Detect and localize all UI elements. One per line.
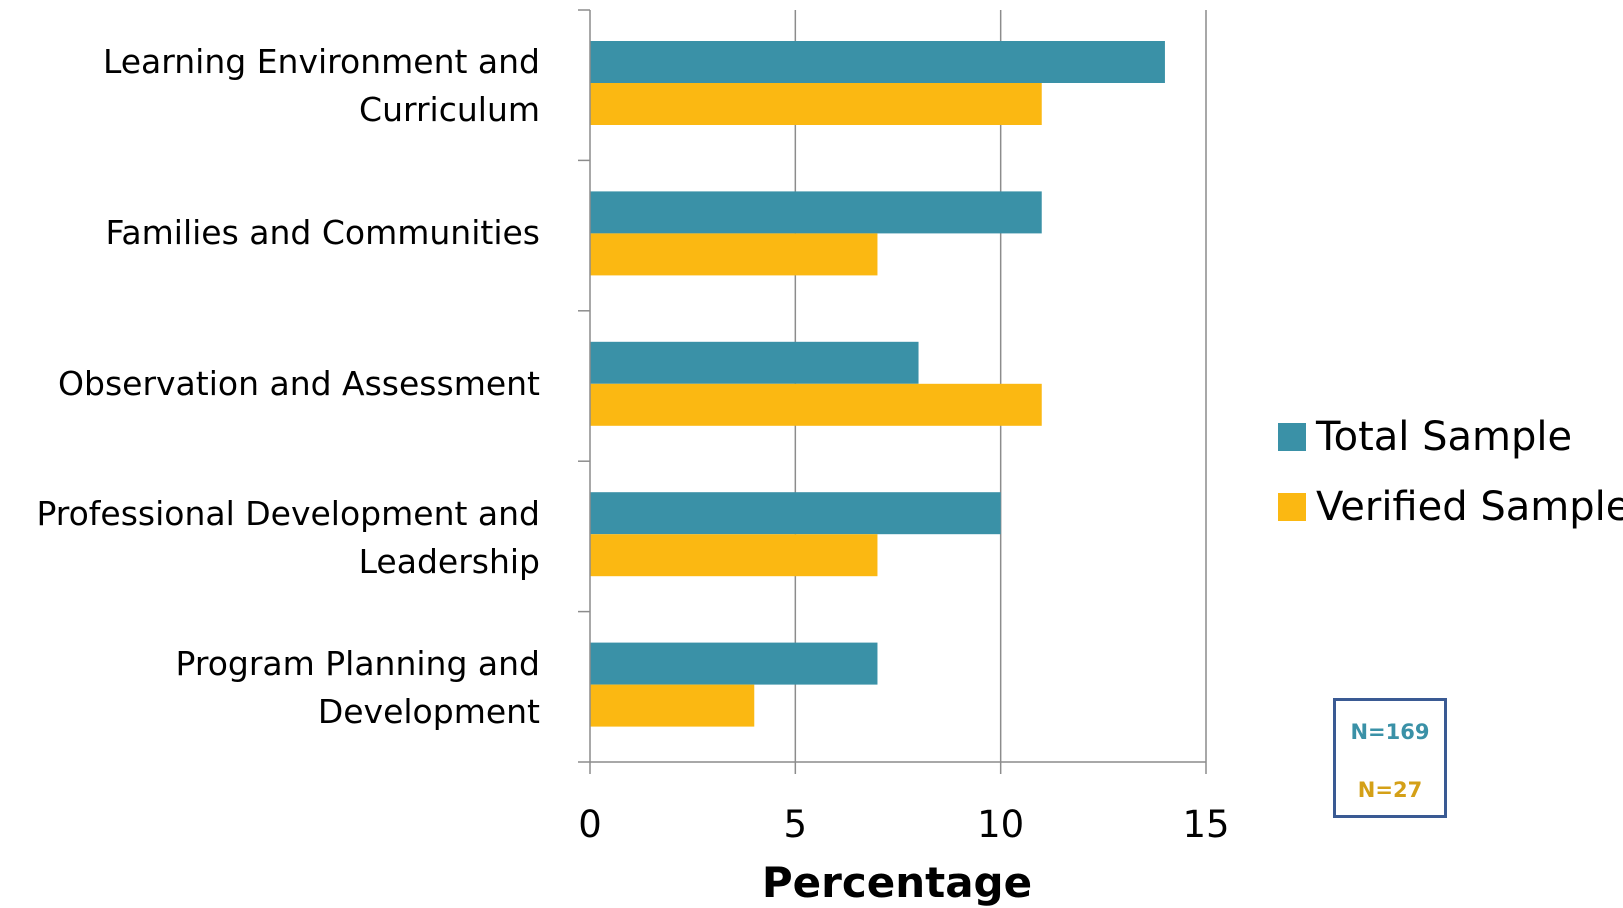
bar-verified-4 <box>590 684 755 727</box>
bar-verified-1 <box>590 233 878 276</box>
legend-item-verified-sample: Verified Sample <box>1278 472 1623 542</box>
legend-swatch-verified-sample <box>1278 493 1306 521</box>
x-tick-label-0: 0 <box>578 803 602 846</box>
x-axis-title: Percentage <box>761 858 1033 907</box>
bar-verified-3 <box>590 534 878 577</box>
n-verified-label: N=27 <box>1357 778 1423 802</box>
legend-label-verified-sample: Verified Sample <box>1316 484 1623 530</box>
n-total-label: N=169 <box>1350 720 1430 744</box>
x-tick-label-15: 15 <box>1182 803 1230 846</box>
legend: Total Sample Verified Sample <box>1278 402 1623 542</box>
bar-total-0 <box>590 41 1165 83</box>
category-label-3: Professional Development and Leadership <box>36 494 540 581</box>
category-label-2: Observation and Assessment <box>58 364 540 403</box>
bar-total-1 <box>590 191 1042 234</box>
bar-total-2 <box>590 341 919 384</box>
bar-verified-2 <box>590 383 1042 426</box>
legend-item-total-sample: Total Sample <box>1278 402 1623 472</box>
bar-total-4 <box>590 642 878 685</box>
x-tick-label-10: 10 <box>977 803 1025 846</box>
sample-size-box: N=169 N=27 <box>1333 698 1447 818</box>
category-label-4: Program Planning and Development <box>175 644 540 731</box>
category-label-0: Learning Environment and Curriculum <box>102 42 540 129</box>
legend-label-total-sample: Total Sample <box>1316 414 1573 460</box>
x-tick-label-5: 5 <box>783 803 808 846</box>
bar-total-3 <box>590 492 1001 535</box>
legend-swatch-total-sample <box>1278 423 1306 451</box>
bar-verified-0 <box>590 83 1042 125</box>
category-label-1: Families and Communities <box>105 213 540 252</box>
